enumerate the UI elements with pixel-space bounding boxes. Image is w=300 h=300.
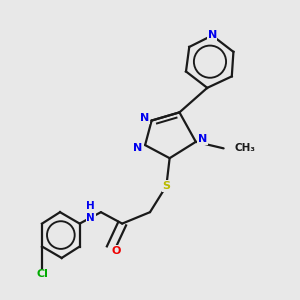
Text: N: N <box>133 143 142 153</box>
Text: N: N <box>198 134 207 144</box>
Text: S: S <box>162 181 170 191</box>
Text: N: N <box>140 113 149 123</box>
Text: Cl: Cl <box>36 269 48 279</box>
Text: H
N: H N <box>86 201 95 223</box>
Text: N: N <box>208 31 217 40</box>
Text: O: O <box>112 246 121 256</box>
Text: CH₃: CH₃ <box>234 143 255 153</box>
